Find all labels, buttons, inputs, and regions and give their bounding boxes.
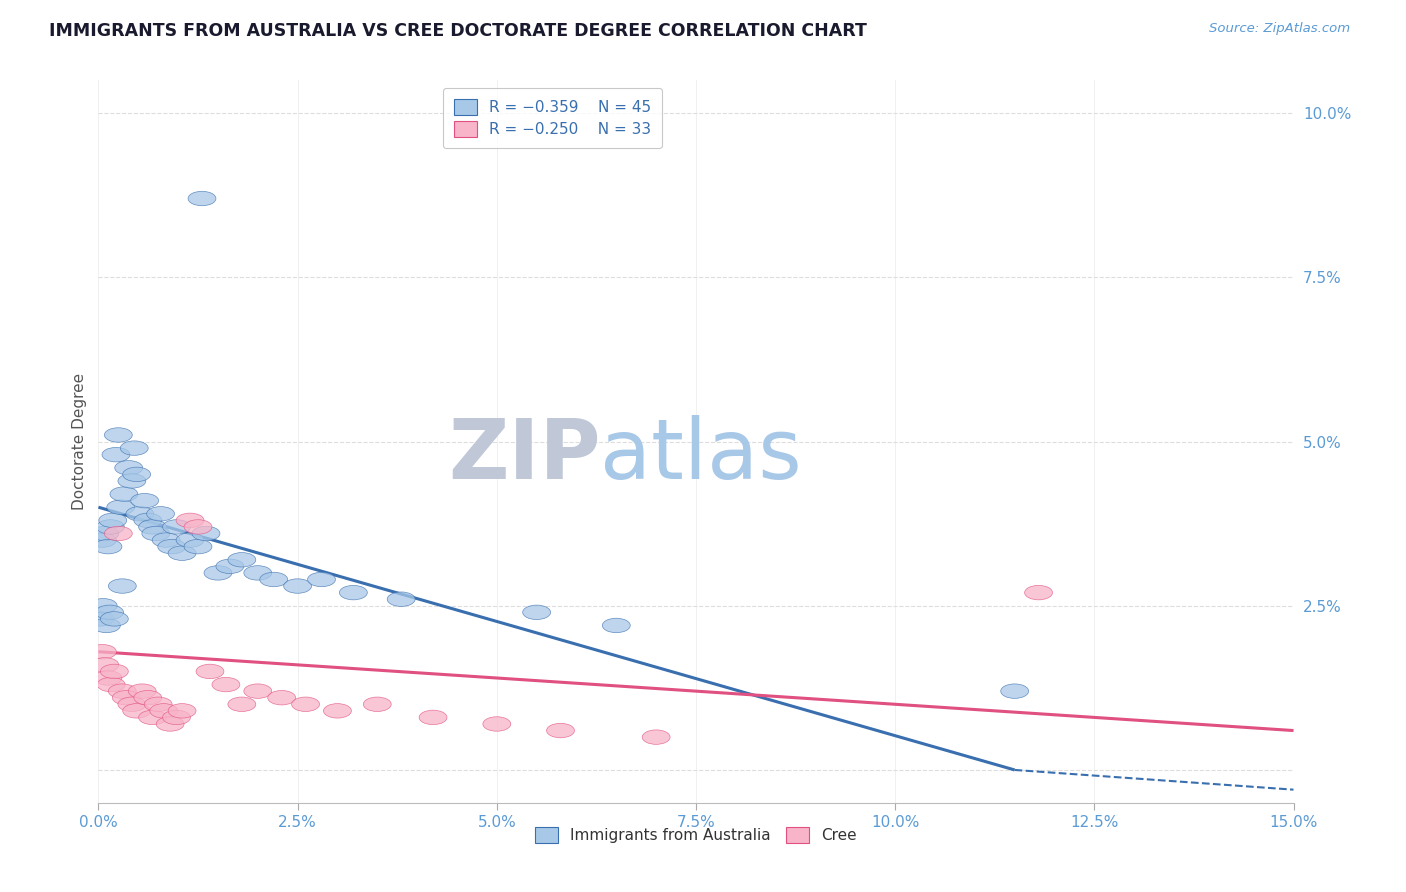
Ellipse shape	[89, 599, 117, 613]
Ellipse shape	[602, 618, 630, 632]
Ellipse shape	[121, 441, 148, 455]
Ellipse shape	[127, 507, 153, 521]
Ellipse shape	[131, 493, 159, 508]
Ellipse shape	[100, 612, 128, 626]
Ellipse shape	[363, 697, 391, 712]
Ellipse shape	[107, 500, 135, 515]
Ellipse shape	[150, 704, 177, 718]
Ellipse shape	[145, 697, 172, 712]
Ellipse shape	[91, 657, 118, 672]
Text: Source: ZipAtlas.com: Source: ZipAtlas.com	[1209, 22, 1350, 36]
Ellipse shape	[228, 552, 256, 567]
Text: IMMIGRANTS FROM AUSTRALIA VS CREE DOCTORATE DEGREE CORRELATION CHART: IMMIGRANTS FROM AUSTRALIA VS CREE DOCTOR…	[49, 22, 868, 40]
Ellipse shape	[112, 690, 141, 705]
Ellipse shape	[157, 540, 186, 554]
Ellipse shape	[267, 690, 295, 705]
Ellipse shape	[103, 448, 129, 462]
Text: atlas: atlas	[600, 416, 801, 497]
Ellipse shape	[96, 605, 124, 620]
Ellipse shape	[163, 710, 190, 724]
Ellipse shape	[122, 467, 150, 482]
Ellipse shape	[193, 526, 219, 541]
Ellipse shape	[118, 697, 146, 712]
Ellipse shape	[195, 665, 224, 679]
Ellipse shape	[94, 540, 122, 554]
Ellipse shape	[482, 717, 510, 731]
Ellipse shape	[308, 573, 336, 587]
Ellipse shape	[97, 677, 125, 692]
Ellipse shape	[643, 730, 671, 744]
Ellipse shape	[212, 677, 240, 692]
Ellipse shape	[204, 566, 232, 580]
Ellipse shape	[104, 526, 132, 541]
Ellipse shape	[108, 579, 136, 593]
Ellipse shape	[1001, 684, 1029, 698]
Ellipse shape	[108, 684, 136, 698]
Ellipse shape	[89, 533, 117, 548]
Ellipse shape	[94, 671, 122, 685]
Ellipse shape	[89, 645, 117, 659]
Ellipse shape	[184, 520, 212, 534]
Ellipse shape	[184, 540, 212, 554]
Ellipse shape	[86, 612, 114, 626]
Ellipse shape	[110, 487, 138, 501]
Legend: Immigrants from Australia, Cree: Immigrants from Australia, Cree	[529, 822, 863, 849]
Ellipse shape	[134, 513, 162, 527]
Ellipse shape	[523, 605, 551, 620]
Ellipse shape	[104, 428, 132, 442]
Ellipse shape	[142, 526, 170, 541]
Ellipse shape	[118, 474, 146, 488]
Ellipse shape	[156, 717, 184, 731]
Ellipse shape	[169, 704, 195, 718]
Ellipse shape	[419, 710, 447, 724]
Ellipse shape	[217, 559, 243, 574]
Ellipse shape	[139, 520, 166, 534]
Ellipse shape	[97, 520, 124, 534]
Ellipse shape	[163, 520, 190, 534]
Ellipse shape	[134, 690, 162, 705]
Ellipse shape	[291, 697, 319, 712]
Ellipse shape	[260, 573, 288, 587]
Ellipse shape	[139, 710, 166, 724]
Ellipse shape	[176, 513, 204, 527]
Ellipse shape	[100, 665, 128, 679]
Ellipse shape	[387, 592, 415, 607]
Ellipse shape	[323, 704, 352, 718]
Ellipse shape	[128, 684, 156, 698]
Ellipse shape	[1025, 585, 1053, 599]
Ellipse shape	[339, 585, 367, 599]
Ellipse shape	[547, 723, 575, 738]
Ellipse shape	[169, 546, 195, 560]
Ellipse shape	[91, 526, 118, 541]
Ellipse shape	[243, 566, 271, 580]
Ellipse shape	[93, 618, 121, 632]
Ellipse shape	[228, 697, 256, 712]
Ellipse shape	[122, 704, 150, 718]
Ellipse shape	[146, 507, 174, 521]
Ellipse shape	[115, 460, 142, 475]
Ellipse shape	[152, 533, 180, 548]
Ellipse shape	[284, 579, 312, 593]
Ellipse shape	[98, 513, 127, 527]
Ellipse shape	[188, 191, 217, 206]
Y-axis label: Doctorate Degree: Doctorate Degree	[72, 373, 87, 510]
Text: ZIP: ZIP	[449, 416, 600, 497]
Ellipse shape	[176, 533, 204, 548]
Ellipse shape	[243, 684, 271, 698]
